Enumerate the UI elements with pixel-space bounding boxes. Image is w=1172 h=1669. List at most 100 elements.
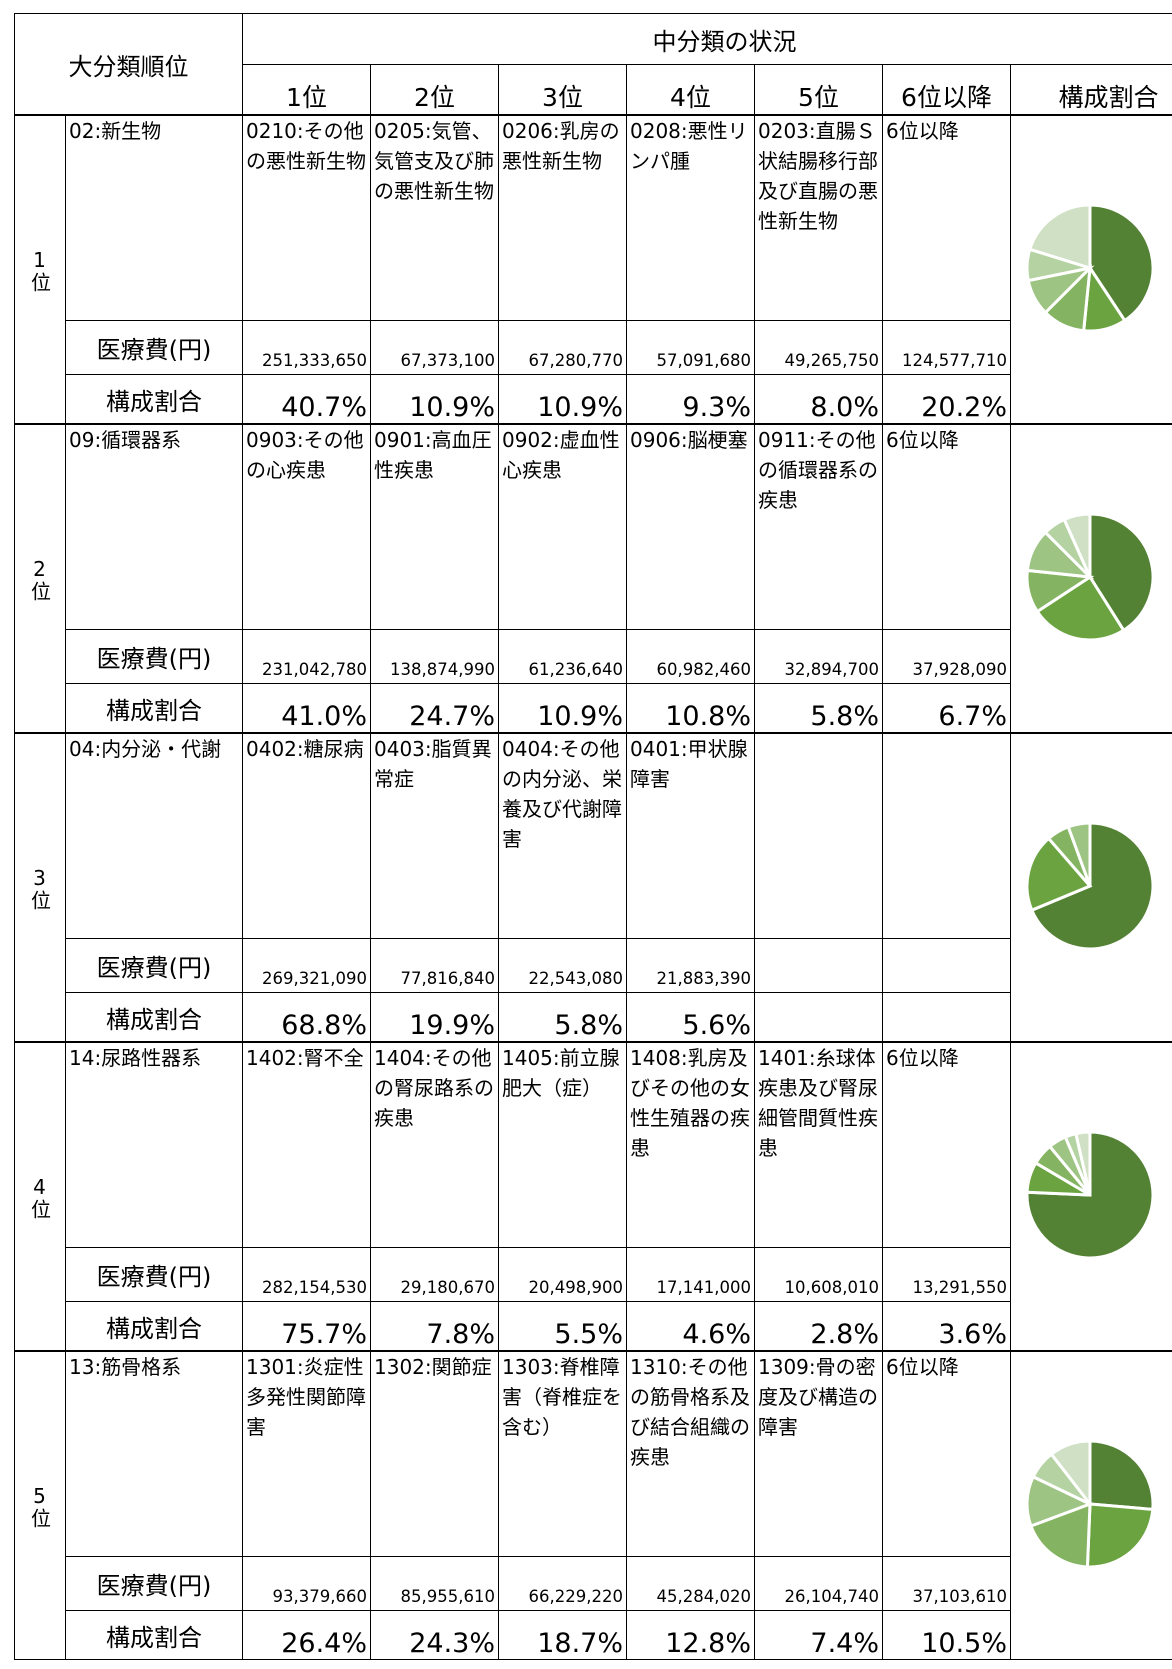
cost: 85,955,610: [370, 1556, 499, 1611]
item-name: 0403:脂質異常症: [370, 732, 499, 939]
cost: [754, 938, 883, 993]
item-name: 0901:高血圧性疾患: [370, 423, 499, 630]
cost-table: 大分類順位 中分類の状況 1位 2位 3位 4位 5位 6位以降 構成割合 1位 02:新生物 021…: [14, 13, 1172, 1660]
pie-slice: [1062, 511, 1092, 578]
share: 41.0%: [242, 683, 371, 734]
cost: 67,373,100: [370, 320, 499, 375]
pie-chart: [1025, 1438, 1155, 1569]
cost: 29,180,670: [370, 1247, 499, 1302]
item-name: 0210:その他の悪性新生物: [242, 114, 371, 321]
item-name: 0906:脳梗塞: [626, 423, 755, 630]
cost: 20,498,900: [498, 1247, 627, 1302]
cost: 251,333,650: [242, 320, 371, 375]
table-body: 大分類順位 中分類の状況 1位 2位 3位 4位 5位 6位以降 構成割合 1位 02:新生物 021…: [14, 13, 1172, 1660]
share: 68.8%: [242, 992, 371, 1043]
column-header: 1位: [242, 64, 371, 116]
pie-slice: [1088, 1438, 1155, 1511]
share: [882, 992, 1011, 1043]
cost: 13,291,550: [882, 1247, 1011, 1302]
pie-slice: [1035, 574, 1126, 641]
rank: 2位: [14, 423, 66, 734]
column-header: 2位: [370, 64, 499, 116]
pie-cell: [1009, 1350, 1172, 1660]
share: 5.8%: [498, 992, 627, 1043]
item-name: 0404:その他の内分泌、栄養及び代謝障害: [498, 732, 627, 939]
cost: 22,543,080: [498, 938, 627, 993]
category: 13:筋骨格系: [65, 1350, 243, 1557]
pie-slice: [1029, 820, 1155, 950]
cost-label: 医療費(円): [65, 1556, 243, 1611]
pie-chart: [1025, 202, 1155, 332]
cost-row: 医療費(円) 269,321,090 77,816,840 22,543,080 21,…: [15, 938, 1172, 993]
name-row: 5位 13:筋骨格系 1301:炎症性多発性関節障害 1302:関節症 1303:脊椎障…: [14, 1350, 1172, 1660]
rank: 3位: [14, 732, 66, 1043]
pie-slice: [1085, 1501, 1155, 1568]
share: 12.8%: [626, 1610, 755, 1660]
share: 26.4%: [242, 1610, 371, 1660]
name-row: 1位 02:新生物 0210:その他の悪性新生物 0205:気管、気管支及び肺の悪性新…: [14, 114, 1172, 425]
cost: 17,141,000: [626, 1247, 755, 1302]
share-label: 構成割合: [65, 992, 243, 1043]
middle-header: 中分類の状況: [241, 13, 1172, 65]
item-name: 1408:乳房及びその他の女性生殖器の疾患: [626, 1041, 755, 1248]
item-name: 0401:甲状腺障害: [626, 732, 755, 939]
name-row: 2位 09:循環器系 0903:その他の心疾患 0901:高血圧性疾患 0902:虚血性…: [14, 423, 1172, 734]
item-name: 6位以降: [882, 114, 1011, 321]
share: 18.7%: [498, 1610, 627, 1660]
item-name: 1301:炎症性多発性関節障害: [242, 1350, 371, 1557]
pie-chart: [1025, 820, 1155, 950]
item-name: 6位以降: [882, 1041, 1011, 1248]
cost: 26,104,740: [754, 1556, 883, 1611]
item-name: 6位以降: [882, 1350, 1011, 1557]
pie-cell: [1009, 1041, 1172, 1352]
cost-label: 医療費(円): [65, 1247, 243, 1302]
item-name: [882, 732, 1011, 939]
item-name: [754, 732, 883, 939]
share-row: 構成割合 68.8% 19.9% 5.8% 5.6%: [15, 992, 1172, 1043]
share: 40.7%: [242, 374, 371, 425]
item-name: 1402:腎不全: [242, 1041, 371, 1248]
share: [754, 992, 883, 1043]
share: 10.9%: [498, 374, 627, 425]
share: 10.9%: [370, 374, 499, 425]
pie-cell: [1009, 423, 1172, 734]
item-name: 1302:関節症: [370, 1350, 499, 1557]
name-row: 4位 14:尿路性器系 1402:腎不全 1404:その他の腎尿路系の疾患 1405:前…: [14, 1041, 1172, 1352]
pie-slice: [1074, 1129, 1092, 1195]
cost: 124,577,710: [882, 320, 1011, 375]
category: 02:新生物: [65, 114, 243, 321]
category: 04:内分泌・代謝: [65, 732, 243, 939]
share: 19.9%: [370, 992, 499, 1043]
cost: 138,874,990: [370, 629, 499, 684]
pie-cell: [1009, 732, 1172, 1043]
item-name: 1405:前立腺肥大（症）: [498, 1041, 627, 1248]
name-row: 3位 04:内分泌・代謝 0402:糖尿病 0403:脂質異常症 0404:その他の内分…: [14, 732, 1172, 1043]
cost-label: 医療費(円): [65, 938, 243, 993]
cost: 45,284,020: [626, 1556, 755, 1611]
pie-slice: [1049, 1438, 1092, 1508]
column-header: 6位以降: [882, 64, 1011, 116]
item-name: 1303:脊椎障害（脊椎症を含む）: [498, 1350, 627, 1557]
item-name: 0911:その他の循環器系の疾患: [754, 423, 883, 630]
share: 5.8%: [754, 683, 883, 734]
rank: 4位: [14, 1041, 66, 1352]
share: 4.6%: [626, 1301, 755, 1352]
share: 7.4%: [754, 1610, 883, 1660]
cost: 21,883,390: [626, 938, 755, 993]
item-name: 0402:糖尿病: [242, 732, 371, 939]
item-name: 0903:その他の心疾患: [242, 423, 371, 630]
share: 10.8%: [626, 683, 755, 734]
share: 75.7%: [242, 1301, 371, 1352]
cost: 67,280,770: [498, 320, 627, 375]
share-label: 構成割合: [65, 1301, 243, 1352]
rank: 5位: [14, 1350, 66, 1660]
pie-chart: [1025, 1129, 1155, 1259]
pie-chart: [1025, 511, 1155, 641]
item-name: 0902:虚血性心疾患: [498, 423, 627, 630]
cost: 49,265,750: [754, 320, 883, 375]
item-name: 6位以降: [882, 423, 1011, 630]
share: 6.7%: [882, 683, 1011, 734]
cost: 77,816,840: [370, 938, 499, 993]
item-name: 1310:その他の筋骨格系及び結合組織の疾患: [626, 1350, 755, 1557]
share: 20.2%: [882, 374, 1011, 425]
